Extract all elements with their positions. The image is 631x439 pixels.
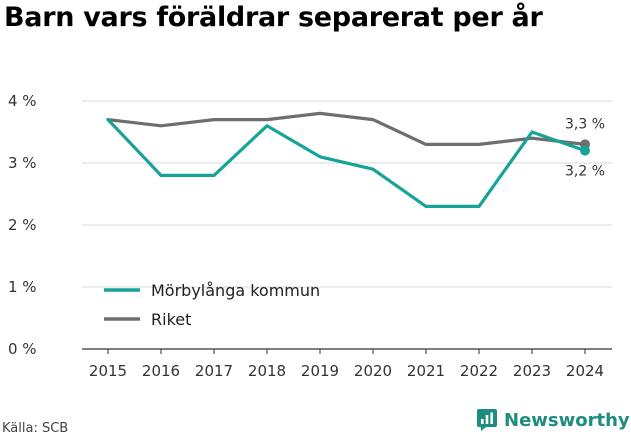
x-tick-label: 2021 <box>407 362 445 380</box>
brand-name: Newsworthy <box>504 409 630 431</box>
y-tick-label: 3 % <box>8 154 37 172</box>
x-tick-label: 2019 <box>301 362 339 380</box>
x-tick-label: 2018 <box>248 362 286 380</box>
newsworthy-logo-icon <box>477 409 497 431</box>
series-end-point <box>580 145 590 156</box>
end-value-labels: 3,2 % 3,3 % <box>565 116 605 179</box>
x-axis: 2015 2016 2017 2018 2019 2020 2021 2022 2023 2024 <box>89 349 604 380</box>
end-value-label: 3,3 % <box>565 116 605 132</box>
series-line <box>106 117 587 208</box>
x-tick-label: 2017 <box>195 362 233 380</box>
x-tick-label: 2022 <box>460 362 498 380</box>
x-tick-label: 2020 <box>354 362 392 380</box>
end-value-label: 3,2 % <box>565 164 605 180</box>
x-tick-label: 2015 <box>89 362 127 380</box>
y-tick-label: 2 % <box>8 216 37 234</box>
y-axis-tick-labels: 0 % 1 % 2 % 3 % 4 % <box>8 92 37 358</box>
source-note: Källa: SCB <box>2 421 69 436</box>
chart-title: Barn vars föräldrar separerat per år <box>4 2 543 33</box>
x-tick-label: 2016 <box>142 362 180 380</box>
series-lines <box>106 111 590 208</box>
legend-label: Riket <box>151 310 191 329</box>
legend: Mörbylånga kommun Riket <box>104 281 320 329</box>
series-line <box>106 111 587 146</box>
legend-label: Mörbylånga kommun <box>151 281 320 300</box>
y-tick-label: 1 % <box>8 278 37 296</box>
y-tick-label: 4 % <box>8 92 37 110</box>
x-tick-label: 2023 <box>513 362 551 380</box>
x-tick-label: 2024 <box>566 362 604 380</box>
brand: Newsworthy <box>476 408 630 432</box>
y-tick-label: 0 % <box>8 340 37 358</box>
